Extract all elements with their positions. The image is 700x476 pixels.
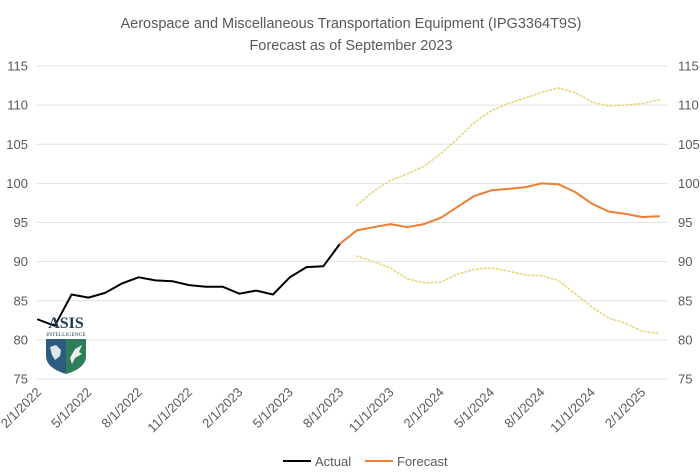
x-tick-label: 2/1/2022	[0, 385, 44, 431]
logo-tagline: INTELLIGENCE	[46, 332, 86, 338]
y-tick-label-right: 105	[678, 137, 700, 152]
x-tick-label: 11/1/2023	[346, 385, 397, 436]
x-tick-label: 5/1/2023	[249, 385, 295, 431]
y-tick-label-right: 95	[678, 215, 692, 230]
chart-title: Aerospace and Miscellaneous Transportati…	[120, 16, 581, 32]
legend-label: Forecast	[397, 454, 448, 469]
y-tick-label-right: 115	[678, 59, 699, 74]
x-tick-label: 5/1/2024	[451, 385, 497, 431]
x-tick-label: 2/1/2024	[401, 385, 447, 431]
y-tick-label-left: 105	[6, 137, 28, 152]
y-tick-label-right: 85	[678, 293, 692, 308]
y-tick-label-right: 90	[678, 254, 692, 269]
series-line	[356, 87, 660, 207]
y-tick-label-left: 80	[14, 332, 28, 347]
x-tick-label: 5/1/2022	[48, 385, 94, 431]
x-tick-label: 8/1/2022	[98, 385, 144, 431]
y-tick-label-left: 95	[14, 215, 28, 230]
x-axis: 2/1/2022 5/1/2022 8/1/2022 11/1/2022 2/1/202…	[0, 385, 648, 436]
series-lower-bound	[356, 255, 660, 335]
chart-subtitle: Forecast as of September 2023	[249, 38, 452, 54]
y-tick-label-left: 75	[14, 372, 28, 387]
y-tick-label-right: 110	[678, 98, 699, 113]
series-forecast	[339, 182, 660, 245]
y-tick-label-right: 75	[678, 372, 692, 387]
plot-area	[37, 87, 660, 335]
series-line	[356, 255, 660, 335]
y-tick-label-left: 90	[14, 254, 28, 269]
y-tick-label-right: 100	[678, 176, 700, 191]
legend: Actual Forecast	[283, 454, 448, 469]
legend-label: Actual	[315, 454, 351, 469]
x-tick-label: 11/1/2022	[144, 385, 195, 436]
y-tick-label-left: 85	[14, 293, 28, 308]
x-tick-label: 8/1/2023	[300, 385, 346, 431]
y-axis-left: 75 80 85 90 95 100 105 110 115	[6, 59, 28, 387]
shield-map-shape	[50, 345, 61, 360]
series-upper-bound	[356, 87, 660, 207]
y-axis-right: 75 80 85 90 95 100 105 110 115	[678, 59, 700, 387]
y-tick-label-right: 80	[678, 332, 692, 347]
shield-eagle-shape	[70, 345, 82, 364]
series-line	[37, 242, 342, 327]
x-tick-label: 8/1/2024	[501, 385, 547, 431]
x-tick-label: 11/1/2024	[547, 385, 598, 436]
asis-intelligence-logo: ASIS INTELLIGENCE	[46, 315, 86, 374]
series-line	[339, 182, 660, 245]
y-tick-label-left: 100	[6, 176, 28, 191]
y-tick-label-left: 110	[7, 98, 28, 113]
y-tick-label-left: 115	[7, 59, 28, 74]
x-tick-label: 2/1/2023	[199, 385, 245, 431]
logo-name: ASIS	[48, 315, 84, 332]
grid-lines	[36, 65, 668, 380]
series-actual	[37, 242, 342, 327]
x-tick-label: 2/1/2025	[602, 385, 648, 431]
